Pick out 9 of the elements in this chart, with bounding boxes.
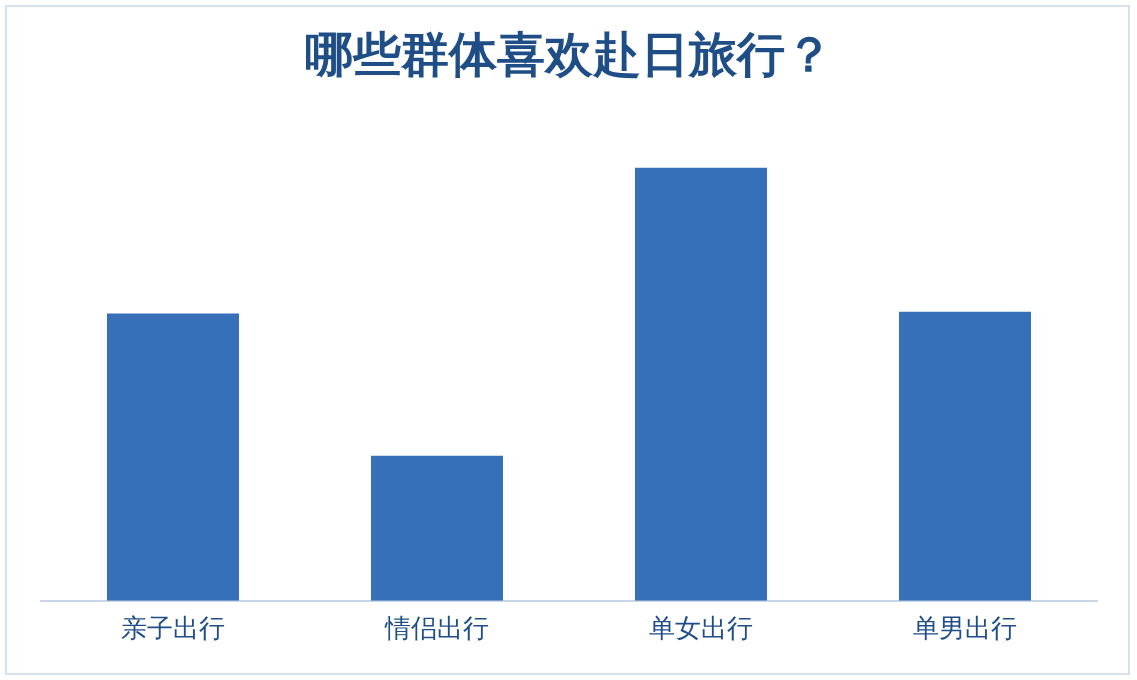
bar — [371, 455, 503, 601]
x-tick-label: 单女出行 — [649, 614, 753, 644]
bar — [899, 311, 1031, 601]
chart-title: 哪些群体喜欢赴日旅行？ — [305, 26, 833, 83]
x-tick-label: 亲子出行 — [121, 614, 225, 644]
bar — [107, 313, 239, 601]
x-tick-label: 单男出行 — [913, 614, 1017, 644]
bar — [635, 167, 767, 601]
x-tick-label: 情侣出行 — [384, 614, 489, 644]
